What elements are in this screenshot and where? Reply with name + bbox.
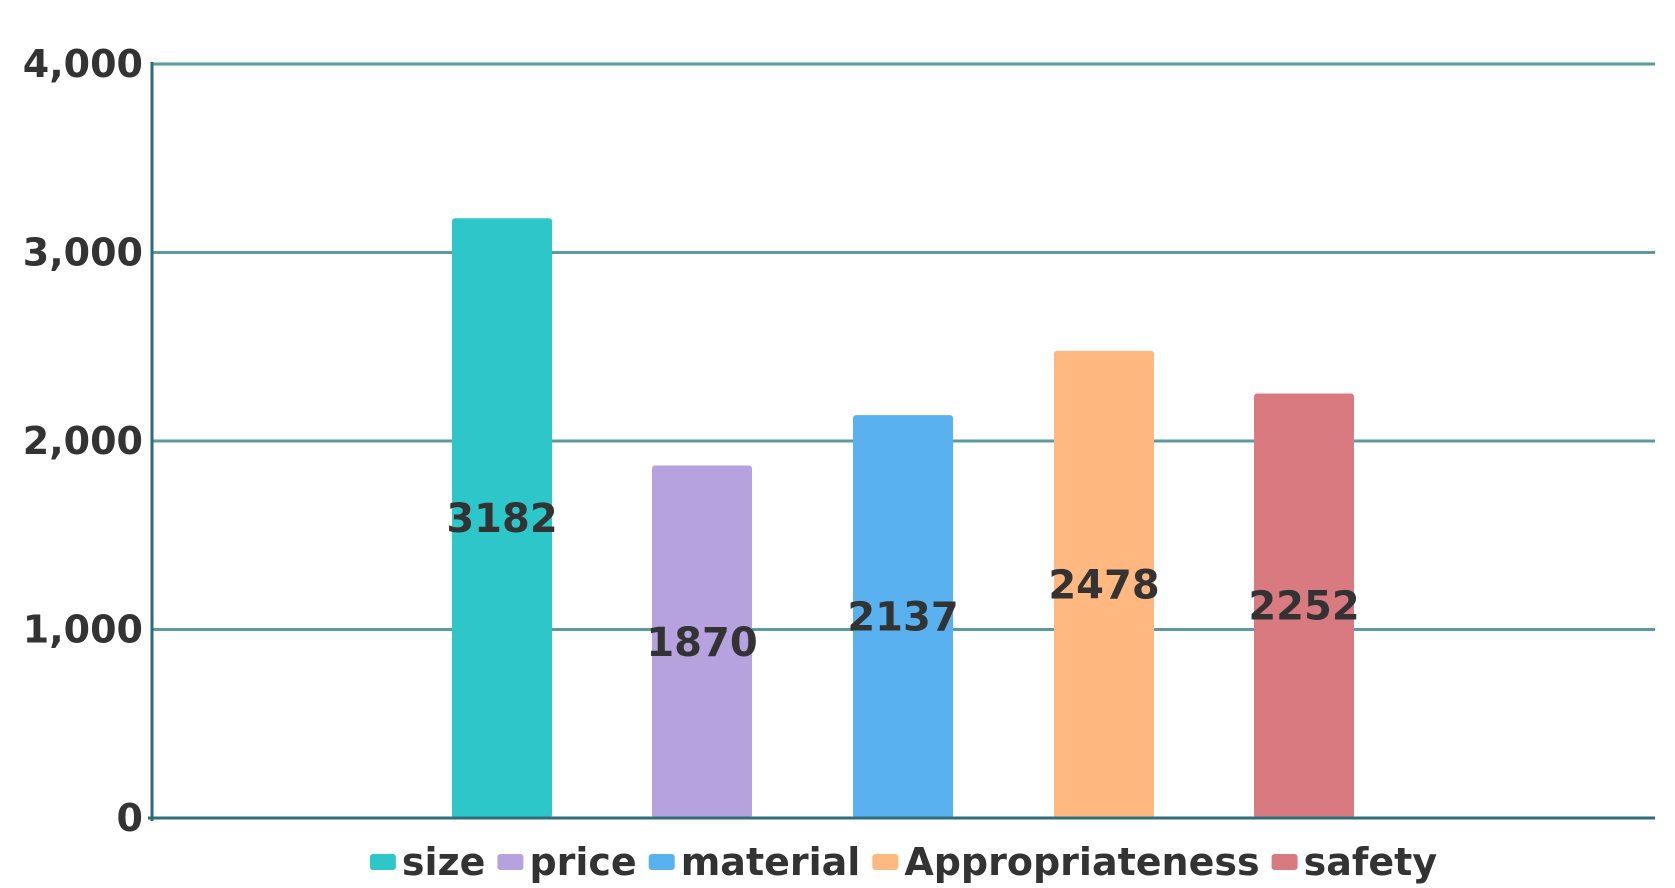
legend-label: safety [1304,840,1438,884]
y-tick-label: 0 [117,796,143,840]
legend-swatch [648,854,675,870]
legend-item-safety[interactable]: safety [1271,840,1438,884]
bar [853,415,953,818]
legend-item-size[interactable]: size [369,840,486,884]
legend-swatch [369,854,396,870]
legend-swatch [1271,854,1298,870]
bar [1254,393,1354,818]
data-label: 2478 [1048,562,1159,608]
data-label: 2137 [847,595,958,641]
data-label: 3182 [446,496,557,542]
data-label: 1870 [646,620,757,666]
legend: size price material Appropriateness safety [369,840,1438,884]
data-label: 2252 [1248,584,1359,630]
legend-item-appropriateness[interactable]: Appropriateness [872,840,1260,884]
y-tick-label: 4,000 [23,42,143,86]
legend-label: size [402,840,486,884]
legend-label: Appropriateness [904,840,1259,884]
y-tick-label: 2,000 [23,419,143,463]
bars [452,218,1354,818]
y-axis-tick-labels: 0 1,000 2,000 3,000 4,000 [23,42,143,840]
legend-item-material[interactable]: material [648,840,861,884]
y-tick-label: 1,000 [23,608,143,652]
legend-swatch [497,854,524,870]
bar [452,218,552,818]
legend-label: price [529,840,636,884]
legend-item-price[interactable]: price [497,840,637,884]
bar [1054,350,1154,818]
legend-label: material [681,840,861,884]
data-labels: 3182 1870 2137 2478 2252 [446,496,1359,666]
axes [148,62,1655,821]
bar [652,465,752,818]
y-tick-label: 3,000 [23,231,143,275]
legend-swatch [872,854,899,870]
